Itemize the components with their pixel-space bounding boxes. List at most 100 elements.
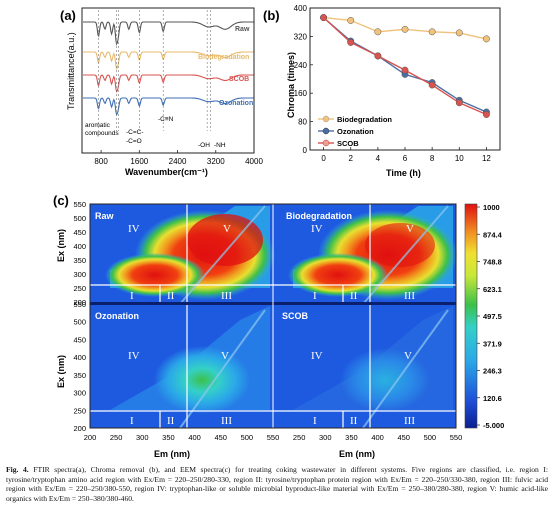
eem-ytick-label-top: 400 [73,242,86,251]
chroma-legend: Biodegradation Ozonation SCOB [318,115,392,148]
eem-colorbar-label: 371.9 [483,339,502,348]
ftir-peak-markers [98,10,211,131]
legend-ozonation: Ozonation [337,127,374,136]
eem-ytick-label-bottom: 200 [73,424,86,433]
eem-ytick-label-top: 350 [73,256,86,265]
eem-ytick-label-bottom: 450 [73,335,86,344]
region-i-raw: I [130,290,134,302]
panel-c-label: (c) [53,193,69,208]
ftir-line-ozonation [83,97,254,116]
eem-colorbar-label: -5.000 [483,421,504,430]
ftir-annot-oh: -OH [198,142,210,149]
ftir-line-raw [83,21,254,46]
eem-colorbar-label: 1000 [483,203,500,212]
eem-colorbar-label: 120.6 [483,394,502,403]
chroma-point-biodegradation [347,16,355,24]
eem-raw-signal [105,206,275,300]
eem-xtick-label-right: 300 [319,433,332,442]
eem-title-oz: Ozonation [95,311,139,321]
chroma-xtick-label: 8 [430,154,435,163]
chroma-point-biodegradation [455,29,463,37]
chroma-ytick-label: 80 [298,118,307,127]
legend-marker-ozonation [322,127,330,135]
eem-ytick-label-top: 550 [73,200,86,209]
ftir-xticks: 800 1600 2400 3200 4000 [94,150,263,166]
chroma-xtick-label: 2 [348,154,353,163]
chroma-ytick-label: 160 [294,89,308,98]
eem-xtick-label-right: 550 [450,433,463,442]
eem-ytick-label-bottom: 350 [73,371,86,380]
chroma-xtick-label: 12 [482,154,491,163]
region-ii-bio: II [350,290,358,302]
ftir-chart: Transmittance(a.u.) Wavenumber(cm⁻¹) 800… [66,7,263,177]
chroma-point-biodegradation [374,28,382,36]
eem-ytick-label-top: 450 [73,228,86,237]
region-iii-raw: III [221,290,232,302]
legend-biodegradation: Biodegradation [337,115,392,124]
eem-xtick-label-right: 250 [293,433,306,442]
eem-chart: Ex (nm) Ex (nm) Em (nm) Em (nm) [56,200,504,459]
chroma-xlabel: Time (h) [386,168,421,178]
region-ii-oz: II [167,415,175,427]
ftir-xtick-label: 1600 [130,157,148,166]
eem-xtick-label-left: 500 [241,433,254,442]
eem-ytick-label-bottom: 400 [73,353,86,362]
legend-marker-scob [322,139,330,147]
ftir-series-biodegradation: Biodegradation [198,54,249,61]
eem-ticks: 550 550 500 500 450 450 400 400 350 350 300 300 250 2… [73,200,462,442]
eem-ylabel-top: Ex (nm) [56,229,66,262]
chroma-point-scob [482,111,490,118]
ftir-xlabel: Wavenumber(cm⁻¹) [125,167,208,177]
eem-colorbar [464,203,478,429]
figure-caption: Fig. 4. FTIR spectra(a), Chroma removal … [6,465,548,503]
region-iv-bio: IV [311,223,323,235]
ftir-annot-nh: -NH [214,142,226,149]
legend-marker-biodegradation [322,115,330,123]
eem-xlabel-right: Em (nm) [339,449,375,459]
chroma-series [320,14,490,118]
region-v-scob: V [404,350,412,362]
region-iv-raw: IV [128,223,140,235]
chroma-ytick-label: 320 [294,32,308,41]
ftir-annot-aromatic: aromatic compounds [85,122,119,137]
region-iii-scob: III [404,415,415,427]
chroma-ylabel: Chroma (times) [286,52,296,118]
region-iii-oz: III [221,415,232,427]
eem-xtick-label-right: 350 [345,433,358,442]
caption-label: Fig. 4. [6,465,29,474]
eem-frame [89,203,457,429]
region-iii-bio: III [404,290,415,302]
eem-xtick-label-right: 400 [371,433,384,442]
chroma-chart: Chroma (times) Time (h) 0801602403204000… [286,4,501,178]
region-i-scob: I [313,415,317,427]
chroma-point-scob [428,81,436,89]
chroma-point-scob [374,52,382,60]
eem-xtick-label-right: 500 [424,433,437,442]
eem-scob-signal [293,306,453,412]
chroma-xtick-label: 6 [403,154,408,163]
eem-colorbar-label: 623.1 [483,285,502,294]
ftir-frame [81,7,255,154]
ftir-line-scob [83,74,254,93]
chroma-xtick-label: 4 [376,154,381,163]
eem-scatter-lines [179,205,449,429]
eem-xtick-label-left: 250 [110,433,123,442]
eem-ytick-label-top: 500 [73,214,86,223]
chroma-point-scob [347,38,355,46]
ftir-spectra [83,21,254,116]
region-i-bio: I [313,290,317,302]
region-v-raw: V [223,223,231,235]
eem-colorbar-ticks: 1000 874.4 748.8 623.1 497.5 371.9 246.3 120.6 -… [477,203,504,430]
eem-xtick-label-left: 450 [214,433,227,442]
ftir-series-ozonation: Ozonation [219,100,253,107]
region-i-oz: I [130,415,134,427]
chroma-point-biodegradation [482,35,490,43]
eem-title-raw: Raw [95,211,115,221]
chroma-point-biodegradation [428,28,436,36]
region-ii-raw: II [167,290,175,302]
ftir-xtick-label: 3200 [207,157,225,166]
eem-xtick-label-left: 300 [136,433,149,442]
panel-b-label: (b) [263,8,280,23]
chroma-point-biodegradation [401,25,409,33]
